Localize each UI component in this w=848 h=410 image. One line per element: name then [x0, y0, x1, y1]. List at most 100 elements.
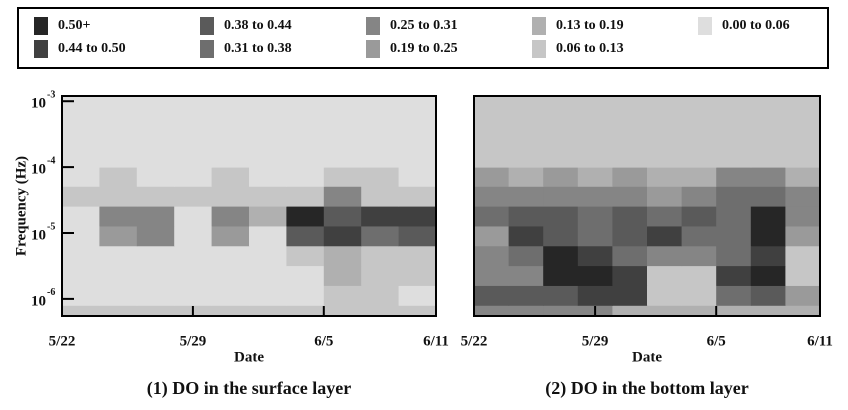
- heat-cell: [361, 265, 400, 286]
- heat-cell: [785, 186, 821, 207]
- heat-cell: [286, 305, 325, 317]
- heat-cell: [174, 206, 213, 227]
- heat-cell: [750, 186, 786, 207]
- heat-cell: [398, 167, 437, 187]
- heat-cell: [361, 167, 400, 187]
- y-tick-label: 10: [31, 227, 46, 243]
- heat-cell: [750, 206, 786, 227]
- heat-cell: [612, 225, 648, 247]
- heat-cell: [508, 265, 544, 286]
- heat-cell: [136, 305, 175, 317]
- heat-cell: [398, 206, 437, 227]
- heat-cell: [174, 96, 213, 168]
- heat-cell: [750, 305, 786, 317]
- heat-cell: [136, 96, 175, 168]
- heat-cell: [398, 96, 437, 168]
- heat-cell: [508, 285, 544, 306]
- heat-cell: [785, 265, 821, 286]
- plot-frame: [473, 95, 821, 317]
- heat-cell: [716, 225, 752, 247]
- heat-cell: [286, 225, 325, 247]
- heat-cell: [750, 96, 786, 168]
- heat-cell: [716, 285, 752, 306]
- heat-cell: [612, 96, 648, 168]
- heat-cell: [577, 265, 613, 286]
- heat-cell: [62, 225, 100, 247]
- heat-cell: [62, 265, 100, 286]
- heat-cell: [323, 245, 362, 267]
- heat-cell: [508, 206, 544, 227]
- heat-cell: [174, 225, 213, 247]
- heat-cell: [474, 186, 510, 207]
- heat-cell: [577, 285, 613, 306]
- heat-cell: [99, 245, 138, 267]
- heat-cell: [612, 245, 648, 267]
- heat-cell: [249, 186, 287, 207]
- legend-box: [17, 7, 829, 69]
- heat-cell: [508, 167, 544, 187]
- heat-cell: [99, 225, 138, 247]
- x-axis-label: Date: [234, 349, 264, 365]
- heat-cell: [750, 285, 786, 306]
- heat-cell: [681, 225, 717, 247]
- heat-cell: [577, 206, 613, 227]
- heat-cell: [474, 305, 510, 317]
- heat-cell: [785, 167, 821, 187]
- heat-cell: [361, 245, 400, 267]
- heat-cell: [474, 245, 510, 267]
- x-tick-label: 6/11: [807, 333, 833, 349]
- heat-cell: [647, 225, 683, 247]
- legend-label: 0.44 to 0.50: [58, 41, 126, 56]
- heat-cell: [681, 285, 717, 306]
- heat-cell: [577, 167, 613, 187]
- heat-cell: [286, 265, 325, 286]
- heat-cell: [716, 186, 752, 207]
- heat-cell: [785, 225, 821, 247]
- y-axis-label: Frequency (Hz): [13, 156, 29, 256]
- heat-cell: [612, 167, 648, 187]
- heat-cell: [785, 285, 821, 306]
- legend-swatch: [366, 40, 380, 58]
- heat-cell: [647, 186, 683, 207]
- x-tick-label: 5/29: [582, 333, 609, 349]
- heat-cell: [136, 167, 175, 187]
- heat-cell: [211, 96, 250, 168]
- heat-cell: [543, 265, 579, 286]
- heat-cell: [323, 305, 362, 317]
- heat-cell: [249, 96, 287, 168]
- heat-cell: [647, 245, 683, 267]
- heat-cell: [681, 206, 717, 227]
- heat-cell: [474, 167, 510, 187]
- heat-cell: [750, 245, 786, 267]
- heat-cell: [62, 305, 100, 317]
- heat-cell: [612, 305, 648, 317]
- heat-cell: [716, 167, 752, 187]
- y-tick-label: 10: [31, 293, 46, 309]
- heat-cell: [286, 206, 325, 227]
- heat-cell: [543, 285, 579, 306]
- heat-cell: [474, 225, 510, 247]
- heat-cell: [136, 265, 175, 286]
- heat-cell: [286, 167, 325, 187]
- y-tick-label: 10: [31, 96, 46, 112]
- heat-cell: [716, 305, 752, 317]
- legend-swatch: [366, 17, 380, 35]
- heat-cell: [750, 225, 786, 247]
- heat-cell: [323, 186, 362, 207]
- heat-cell: [543, 167, 579, 187]
- heat-cell: [136, 186, 175, 207]
- heat-cell: [211, 186, 250, 207]
- heat-cell: [647, 167, 683, 187]
- legend-label: 0.19 to 0.25: [390, 41, 458, 56]
- legend-swatch: [34, 17, 48, 35]
- y-tick-exponent: -4: [47, 155, 55, 166]
- heat-cell: [398, 305, 437, 317]
- heat-cell: [647, 265, 683, 286]
- heat-cell: [716, 245, 752, 267]
- heat-cell: [647, 96, 683, 168]
- heat-cell: [286, 285, 325, 306]
- heat-cell: [543, 245, 579, 267]
- heat-cell: [398, 245, 437, 267]
- heat-cell: [508, 96, 544, 168]
- heat-cell: [174, 167, 213, 187]
